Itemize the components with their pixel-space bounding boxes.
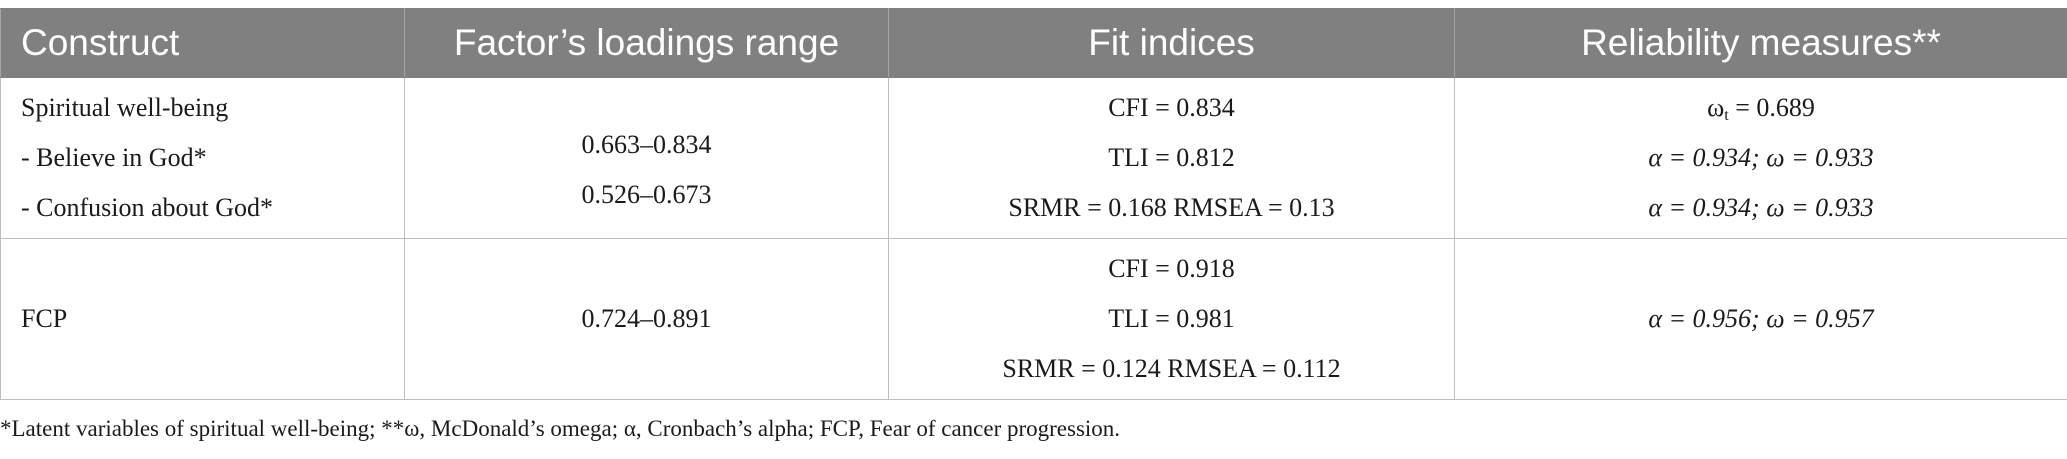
- cell-fit-indices: CFI = 0.918 TLI = 0.981 SRMR = 0.124 RMS…: [888, 238, 1455, 400]
- fit-tli: TLI = 0.981: [1108, 304, 1235, 333]
- construct-subfactor: - Believe in God*: [21, 143, 207, 172]
- cell-reliability: α = 0.956; ω = 0.957: [1454, 238, 2067, 400]
- table-body: Spiritual well-being - Believe in God* -…: [0, 77, 2067, 400]
- omega-t-value: = 0.689: [1728, 93, 1815, 122]
- reliability-text: α = 0.956; ω = 0.957: [1648, 304, 1874, 333]
- fit-cfi: CFI = 0.834: [1108, 93, 1235, 122]
- table-header: Construct Factor’s loadings range Fit in…: [0, 8, 2067, 78]
- fit-tli: TLI = 0.812: [1108, 143, 1235, 172]
- results-table: Construct Factor’s loadings range Fit in…: [0, 8, 2067, 400]
- fit-srmr-rmsea: SRMR = 0.124 RMSEA = 0.112: [1002, 354, 1341, 383]
- reliability-text: α = 0.934; ω = 0.933: [1648, 193, 1874, 222]
- table-row: Spiritual well-being - Believe in God* -…: [0, 77, 2067, 239]
- omega-symbol: ω: [1707, 93, 1725, 122]
- loading-range: 0.663–0.834: [581, 130, 712, 159]
- reliability-text: α = 0.934; ω = 0.933: [1648, 143, 1874, 172]
- header-loadings: Factor’s loadings range: [404, 8, 889, 78]
- header-fit-indices: Fit indices: [888, 8, 1455, 78]
- cell-construct: Spiritual well-being - Believe in God* -…: [0, 77, 405, 239]
- fit-cfi: CFI = 0.918: [1108, 254, 1235, 283]
- loading-range: 0.526–0.673: [581, 180, 712, 209]
- reliability-alpha-omega: α = 0.934; ω = 0.933: [1455, 133, 2067, 183]
- header-construct: Construct: [0, 8, 405, 78]
- results-table-container: Construct Factor’s loadings range Fit in…: [0, 8, 2067, 400]
- loading-range: 0.724–0.891: [581, 304, 712, 333]
- reliability-omega-t: ωt = 0.689: [1455, 83, 2067, 133]
- header-row: Construct Factor’s loadings range Fit in…: [0, 8, 2067, 78]
- reliability-alpha-omega: α = 0.934; ω = 0.933: [1455, 183, 2067, 233]
- omega-subscript: t: [1724, 107, 1729, 124]
- cell-construct: FCP: [0, 238, 405, 400]
- reliability-alpha-omega: α = 0.956; ω = 0.957: [1455, 294, 2067, 344]
- fit-srmr-rmsea: SRMR = 0.168 RMSEA = 0.13: [1008, 193, 1335, 222]
- header-reliability: Reliability measures**: [1454, 8, 2067, 78]
- construct-name: FCP: [21, 304, 68, 333]
- construct-subfactor: - Confusion about God*: [21, 193, 274, 222]
- cell-reliability: ωt = 0.689 α = 0.934; ω = 0.933 α = 0.93…: [1454, 77, 2067, 239]
- cell-loadings: 0.663–0.834 0.526–0.673: [404, 77, 889, 239]
- cell-loadings: 0.724–0.891: [404, 238, 889, 400]
- construct-name: Spiritual well-being: [21, 93, 229, 122]
- table-row: FCP 0.724–0.891 CFI = 0.918 TLI = 0.981 …: [0, 238, 2067, 400]
- cell-fit-indices: CFI = 0.834 TLI = 0.812 SRMR = 0.168 RMS…: [888, 77, 1455, 239]
- table-footnote: *Latent variables of spiritual well-bein…: [0, 416, 1121, 441]
